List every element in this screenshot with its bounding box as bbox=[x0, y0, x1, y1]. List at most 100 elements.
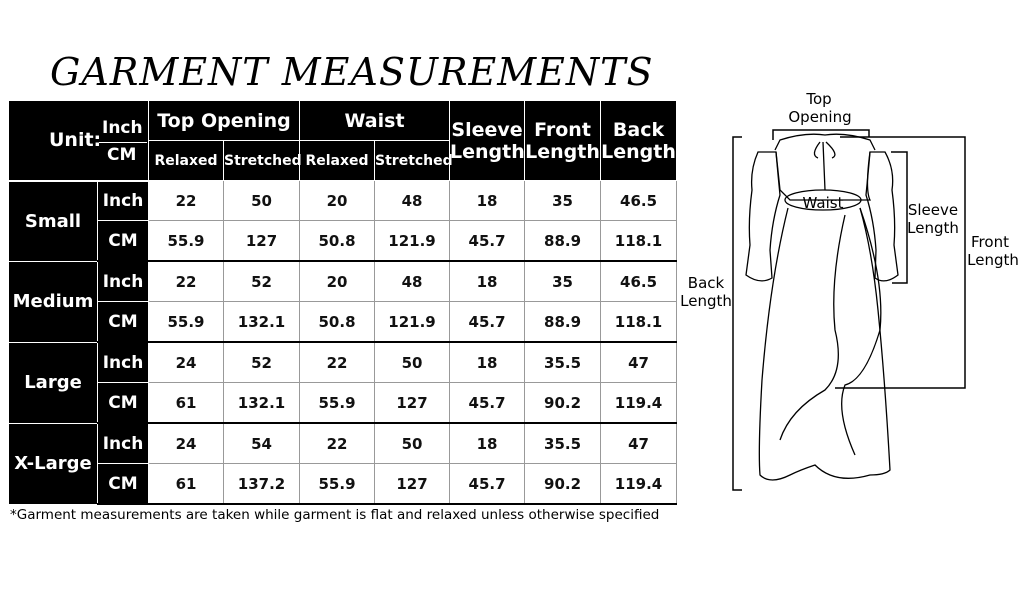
value-cell: 61 bbox=[148, 382, 224, 424]
value-cell: 45.7 bbox=[449, 463, 526, 505]
value-cell: 52 bbox=[222, 341, 301, 383]
value-cell: 46.5 bbox=[600, 260, 678, 302]
value-cell: 90.2 bbox=[524, 382, 602, 424]
value-cell: 61 bbox=[148, 463, 224, 505]
label-waist: Waist bbox=[803, 194, 844, 212]
table-row: CM 61 132.1 55.9 127 45.7 90.2 119.4 bbox=[9, 382, 678, 424]
value-cell: 24 bbox=[148, 422, 224, 464]
top-opening-line bbox=[772, 129, 870, 140]
value-cell: 18 bbox=[449, 180, 526, 221]
unit-cm: CM bbox=[107, 145, 137, 165]
unit-label: Unit: bbox=[49, 129, 102, 151]
value-cell: 52 bbox=[222, 260, 301, 302]
label-opening: Opening bbox=[788, 108, 851, 126]
size-name: Large bbox=[8, 341, 98, 424]
label-back: Back bbox=[688, 274, 725, 292]
label-top: Top bbox=[805, 90, 831, 108]
value-cell: 132.1 bbox=[222, 301, 301, 343]
header-waist-relaxed: Relaxed bbox=[299, 140, 376, 181]
value-cell: 35 bbox=[524, 180, 602, 221]
footnote: *Garment measurements are taken while ga… bbox=[10, 507, 660, 523]
value-cell: 45.7 bbox=[449, 382, 526, 424]
size-name: X-Large bbox=[8, 422, 98, 505]
size-name: Medium bbox=[8, 260, 98, 343]
value-cell: 118.1 bbox=[600, 301, 678, 343]
page-title: GARMENT MEASUREMENTS bbox=[50, 50, 654, 94]
table-row: Large Inch 24 52 22 50 18 35.5 47 bbox=[8, 341, 678, 424]
value-cell: 35.5 bbox=[524, 422, 602, 464]
value-cell: 20 bbox=[299, 180, 376, 221]
size-chart-table: Unit: Inch CM Top Opening Waist Sleeve Le… bbox=[8, 100, 678, 505]
unit-cell: Inch bbox=[97, 341, 149, 383]
value-cell: 46.5 bbox=[600, 180, 678, 221]
label-sleeve: Sleeve bbox=[908, 201, 958, 219]
header-text: Front bbox=[534, 118, 591, 141]
value-cell: 22 bbox=[299, 341, 376, 383]
header-sleeve-length: Sleeve Length bbox=[449, 100, 526, 181]
value-cell: 54 bbox=[222, 422, 301, 464]
value-cell: 121.9 bbox=[374, 220, 451, 262]
header-waist: Waist bbox=[299, 100, 451, 141]
unit-cell: CM bbox=[97, 301, 149, 343]
value-cell: 137.2 bbox=[222, 463, 301, 505]
value-cell: 132.1 bbox=[222, 382, 301, 424]
value-cell: 18 bbox=[449, 422, 526, 464]
header-text: Length bbox=[601, 140, 676, 163]
value-cell: 18 bbox=[449, 341, 526, 383]
value-cell: 47 bbox=[600, 422, 678, 464]
label-sleeve-length: Length bbox=[907, 219, 959, 237]
unit-cell: CM bbox=[97, 463, 149, 505]
value-cell: 45.7 bbox=[449, 301, 526, 343]
value-cell: 55.9 bbox=[299, 463, 376, 505]
value-cell: 50 bbox=[374, 422, 451, 464]
value-cell: 127 bbox=[374, 463, 451, 505]
value-cell: 22 bbox=[148, 180, 224, 221]
value-cell: 118.1 bbox=[600, 220, 678, 262]
unit-inch: Inch bbox=[102, 118, 143, 138]
label-front-length: Length bbox=[967, 251, 1019, 269]
table-row: Medium Inch 22 52 20 48 18 35 46.5 bbox=[8, 260, 678, 343]
value-cell: 119.4 bbox=[600, 463, 678, 505]
value-cell: 45.7 bbox=[449, 220, 526, 262]
value-cell: 121.9 bbox=[374, 301, 451, 343]
value-cell: 127 bbox=[374, 382, 451, 424]
table-row: CM 61 137.2 55.9 127 45.7 90.2 119.4 bbox=[9, 463, 678, 505]
value-cell: 20 bbox=[299, 260, 376, 302]
label-back-length: Length bbox=[680, 292, 732, 310]
header-text: Back bbox=[612, 118, 665, 141]
value-cell: 88.9 bbox=[524, 301, 602, 343]
size-name: Small bbox=[8, 180, 98, 262]
value-cell: 35 bbox=[524, 260, 602, 302]
table-row: CM 55.9 132.1 50.8 121.9 45.7 88.9 118.1 bbox=[9, 301, 678, 343]
header-waist-stretched: Stretched bbox=[374, 140, 453, 181]
front-length-line bbox=[835, 136, 966, 389]
unit-cell: Inch bbox=[97, 260, 149, 302]
value-cell: 48 bbox=[374, 180, 451, 221]
value-cell: 18 bbox=[449, 260, 526, 302]
header-top-relaxed: Relaxed bbox=[148, 140, 224, 181]
dress-sketch bbox=[745, 133, 899, 481]
label-front: Front bbox=[971, 233, 1009, 251]
header-text: Length bbox=[450, 140, 525, 163]
unit-header: Unit: Inch CM bbox=[8, 100, 149, 182]
value-cell: 55.9 bbox=[148, 220, 224, 262]
value-cell: 22 bbox=[148, 260, 224, 302]
value-cell: 50.8 bbox=[299, 301, 376, 343]
unit-cell: Inch bbox=[97, 422, 149, 464]
value-cell: 50 bbox=[222, 180, 301, 221]
back-length-line bbox=[732, 136, 742, 491]
value-cell: 22 bbox=[299, 422, 376, 464]
value-cell: 47 bbox=[600, 341, 678, 383]
value-cell: 50.8 bbox=[299, 220, 376, 262]
dress-diagram: Top Opening Waist Sleeve Length Front Le… bbox=[680, 90, 1019, 491]
header-top-stretched: Stretched bbox=[222, 140, 302, 181]
table-row: Small Inch 22 50 20 48 18 35 46.5 bbox=[8, 180, 678, 262]
value-cell: 90.2 bbox=[524, 463, 602, 505]
value-cell: 48 bbox=[374, 260, 451, 302]
value-cell: 127 bbox=[222, 220, 301, 262]
value-cell: 119.4 bbox=[600, 382, 678, 424]
value-cell: 55.9 bbox=[299, 382, 376, 424]
unit-cell: CM bbox=[97, 220, 149, 262]
header-text: Length bbox=[525, 140, 600, 163]
header-front-length: Front Length bbox=[524, 100, 602, 181]
